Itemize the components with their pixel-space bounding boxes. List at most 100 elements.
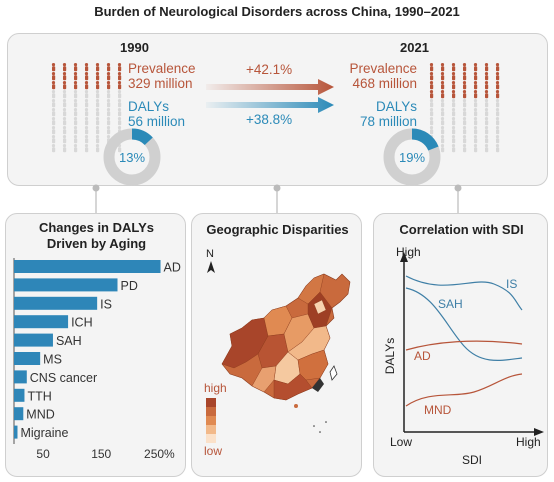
sdi-title: Correlation with SDI: [399, 222, 524, 237]
person-icon: [117, 72, 122, 81]
sdi-y-label: DALYs: [383, 338, 397, 374]
person-icon: [84, 81, 89, 90]
person-icon: [106, 126, 111, 135]
year-1990-label: 1990: [120, 40, 149, 55]
person-icon: [62, 81, 67, 90]
person-icon: [462, 90, 467, 99]
person-icon: [117, 117, 122, 126]
aging-x-tick: 50: [36, 447, 50, 461]
person-icon: [95, 126, 100, 135]
person-icon: [495, 126, 500, 135]
aging-bar: [14, 352, 41, 365]
person-icon: [440, 81, 445, 90]
person-icon: [62, 72, 67, 81]
dalys-1990-value: 56 million: [128, 114, 186, 129]
person-icon: [62, 144, 67, 153]
sdi-curve-ad: [405, 340, 523, 351]
sdi-curve-sah: [405, 287, 523, 362]
person-icon: [473, 90, 478, 99]
aging-title-line1: Changes in DALYs: [38, 220, 155, 235]
person-icon: [84, 117, 89, 126]
aging-bar: [14, 260, 161, 273]
person-icon: [440, 63, 445, 72]
person-icon: [451, 135, 456, 144]
aging-bar-label: TTH: [27, 389, 51, 403]
aging-bar: [14, 407, 24, 421]
person-icon: [51, 117, 56, 126]
legend-low: low: [204, 444, 223, 458]
person-icon: [495, 117, 500, 126]
person-icon: [117, 81, 122, 90]
person-icon: [95, 90, 100, 99]
dalys-change: +38.8%: [246, 112, 293, 127]
person-icon: [62, 90, 67, 99]
person-icon: [84, 63, 89, 72]
donut-2021-pct: 19%: [399, 150, 425, 165]
person-icon: [484, 63, 489, 72]
prevalence-2021-label: Prevalence: [349, 61, 417, 76]
year-2021-label: 2021: [400, 40, 429, 55]
person-icon: [451, 144, 456, 153]
person-icon: [106, 99, 111, 108]
person-icon: [462, 99, 467, 108]
north-label: N: [206, 248, 214, 260]
person-icon: [73, 108, 78, 117]
person-icon: [95, 99, 100, 108]
sdi-x-label: SDI: [462, 453, 482, 467]
person-icon: [62, 126, 67, 135]
dalys-2021-label: DALYs: [375, 99, 417, 114]
person-icon: [84, 135, 89, 144]
person-icon: [73, 90, 78, 99]
person-icon: [106, 72, 111, 81]
person-icon: [440, 108, 445, 117]
person-icon: [462, 135, 467, 144]
person-icon: [484, 117, 489, 126]
person-icon: [429, 99, 434, 108]
person-icon: [95, 144, 100, 153]
person-icon: [440, 126, 445, 135]
china-map: [221, 273, 351, 433]
person-icon: [440, 117, 445, 126]
person-icon: [51, 81, 56, 90]
person-icon: [451, 72, 456, 81]
aging-bar-label: PD: [121, 279, 138, 293]
person-icon: [106, 90, 111, 99]
person-icon: [473, 99, 478, 108]
person-icon: [62, 63, 67, 72]
person-icon: [51, 63, 56, 72]
person-icon: [440, 144, 445, 153]
person-icon: [451, 117, 456, 126]
person-icon: [95, 117, 100, 126]
person-icon: [117, 90, 122, 99]
aging-bar-label: CNS cancer: [30, 371, 97, 385]
legend-high: high: [204, 381, 227, 395]
person-icon: [462, 144, 467, 153]
person-icon: [106, 108, 111, 117]
person-icon: [484, 144, 489, 153]
aging-bar: [14, 370, 27, 384]
aging-panel: Changes in DALYs Driven by Aging AD PD IS I…: [5, 213, 186, 477]
person-icon: [51, 99, 56, 108]
person-icon: [451, 108, 456, 117]
person-icon: [473, 81, 478, 90]
person-icon: [462, 117, 467, 126]
person-icon: [451, 99, 456, 108]
sdi-curve-is: [405, 275, 523, 311]
person-icon: [484, 126, 489, 135]
person-icon: [73, 99, 78, 108]
person-icon: [495, 135, 500, 144]
person-icon: [106, 117, 111, 126]
aging-bar: [14, 278, 118, 292]
sdi-x-low: Low: [390, 435, 412, 449]
person-icon: [73, 63, 78, 72]
people-icons-1990: [51, 63, 122, 153]
aging-bar: [14, 388, 25, 402]
person-icon: [429, 72, 434, 81]
person-icon: [84, 90, 89, 99]
person-icon: [473, 126, 478, 135]
person-icon: [95, 81, 100, 90]
person-icon: [451, 81, 456, 90]
sdi-label-sah: SAH: [438, 297, 463, 311]
person-icon: [495, 81, 500, 90]
sdi-curve-mnd: [405, 373, 523, 407]
